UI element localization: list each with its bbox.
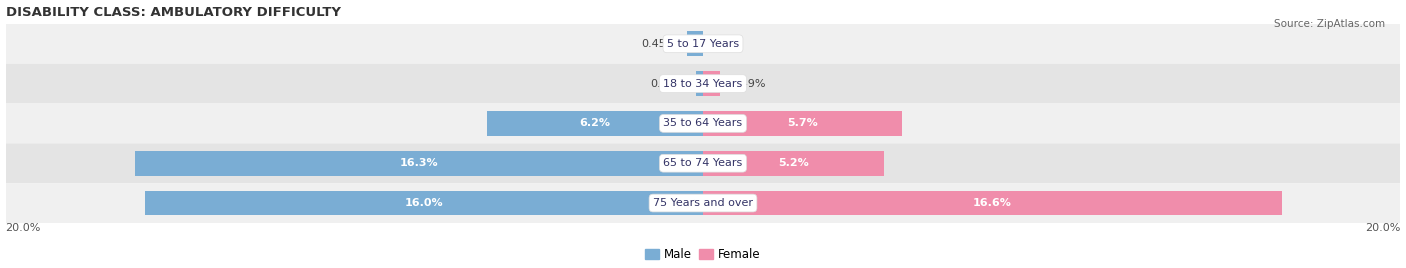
Text: 65 to 74 Years: 65 to 74 Years (664, 158, 742, 168)
Text: 5.2%: 5.2% (779, 158, 808, 168)
Text: 6.2%: 6.2% (579, 118, 610, 128)
Text: 5 to 17 Years: 5 to 17 Years (666, 39, 740, 49)
FancyBboxPatch shape (6, 143, 1400, 183)
Bar (703, 111, 901, 136)
Text: 0.0%: 0.0% (713, 39, 742, 49)
Text: 18 to 34 Years: 18 to 34 Years (664, 79, 742, 89)
Text: DISABILITY CLASS: AMBULATORY DIFFICULTY: DISABILITY CLASS: AMBULATORY DIFFICULTY (6, 6, 340, 18)
FancyBboxPatch shape (6, 24, 1400, 64)
Bar (703, 71, 720, 96)
Text: 20.0%: 20.0% (1365, 223, 1400, 233)
Text: 75 Years and over: 75 Years and over (652, 198, 754, 208)
FancyBboxPatch shape (6, 64, 1400, 103)
Bar (135, 151, 703, 176)
Bar (145, 191, 703, 215)
Text: 5.7%: 5.7% (787, 118, 818, 128)
Bar (703, 151, 884, 176)
Legend: Male, Female: Male, Female (645, 248, 761, 261)
FancyBboxPatch shape (6, 103, 1400, 143)
Text: 0.45%: 0.45% (641, 39, 676, 49)
Bar (703, 191, 1282, 215)
Text: 0.21%: 0.21% (650, 79, 685, 89)
Text: 16.6%: 16.6% (973, 198, 1012, 208)
Bar (688, 31, 703, 56)
Text: 20.0%: 20.0% (6, 223, 41, 233)
Bar (486, 111, 703, 136)
Text: 0.49%: 0.49% (731, 79, 766, 89)
Text: 16.3%: 16.3% (399, 158, 439, 168)
Bar (696, 71, 703, 96)
Text: Source: ZipAtlas.com: Source: ZipAtlas.com (1274, 19, 1385, 29)
Text: 16.0%: 16.0% (405, 198, 443, 208)
FancyBboxPatch shape (6, 183, 1400, 223)
Text: 35 to 64 Years: 35 to 64 Years (664, 118, 742, 128)
